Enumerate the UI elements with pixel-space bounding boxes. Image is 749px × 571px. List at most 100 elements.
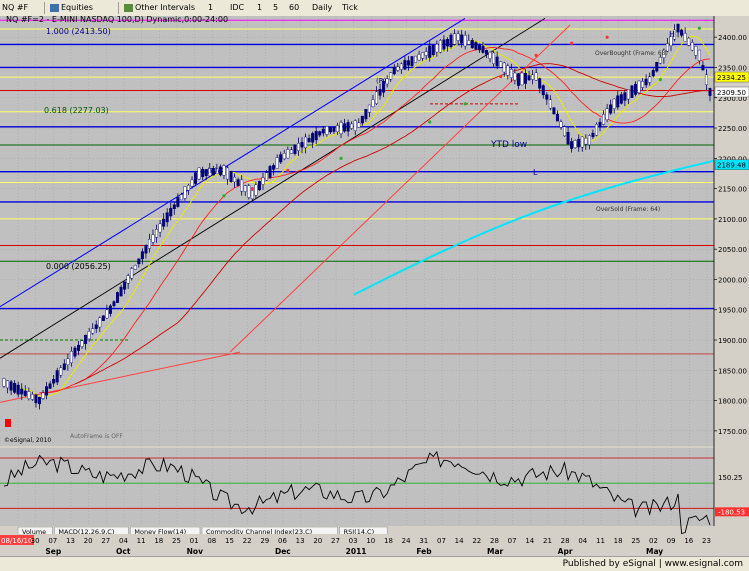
candle-body xyxy=(375,91,379,104)
candle-body xyxy=(346,122,350,132)
candle-body xyxy=(704,74,708,85)
candle-body xyxy=(23,390,27,396)
date-tick-label: 06 xyxy=(278,537,287,545)
candle-body xyxy=(612,98,616,109)
cyan-long-average xyxy=(353,159,715,296)
candle-body xyxy=(559,121,563,128)
interval-button-1-min[interactable]: 1 xyxy=(257,3,263,12)
candle-body xyxy=(222,165,226,176)
candle-body xyxy=(247,185,251,198)
candle-body xyxy=(538,78,542,89)
date-tick-label: 08/16/10 xyxy=(1,537,32,545)
sequential-markers xyxy=(5,26,701,427)
candle-body xyxy=(27,391,31,399)
candle-body xyxy=(300,141,304,148)
candle-body xyxy=(233,176,237,183)
red-marker-box xyxy=(5,419,11,427)
candle-body xyxy=(570,141,574,149)
candle-body xyxy=(108,305,112,314)
candle-body xyxy=(52,378,56,384)
price-tick-label: 2400.00 xyxy=(718,34,747,42)
indicator-tab-label[interactable]: Money Flow(14) xyxy=(134,528,186,536)
candle-body xyxy=(382,81,386,93)
interval-button-5[interactable]: 5 xyxy=(273,3,279,12)
candle-body xyxy=(183,186,187,199)
candle-body xyxy=(169,207,173,217)
indicator-tab-label[interactable]: RSI(14,C) xyxy=(344,528,375,536)
sequential-count-marker xyxy=(534,53,538,57)
candle-body xyxy=(673,29,677,40)
candle-body xyxy=(566,132,570,145)
month-label: 2011 xyxy=(346,547,367,556)
candle-body xyxy=(236,179,240,186)
candle-body xyxy=(197,167,201,180)
candle-body xyxy=(332,126,336,132)
date-tick-label: 09 xyxy=(667,537,676,545)
candle-body xyxy=(304,136,308,149)
symbol-field[interactable]: NQ #F xyxy=(2,3,29,12)
interval-button-tick[interactable]: Tick xyxy=(342,3,358,12)
candle-body xyxy=(339,122,343,134)
date-tick-label: 22 xyxy=(472,537,481,545)
candle-body xyxy=(101,315,105,321)
interval-button-idc[interactable]: IDC xyxy=(230,3,245,12)
other-intervals-dropdown[interactable]: Other Intervals xyxy=(124,0,195,16)
candle-body xyxy=(30,394,34,400)
candle-body xyxy=(616,95,620,108)
candle-body xyxy=(591,132,595,138)
date-tick-label: 16 xyxy=(684,537,693,545)
candle-body xyxy=(176,197,180,207)
date-axis-background xyxy=(0,534,749,556)
cci-axis-label: -180.53 xyxy=(718,508,745,516)
dark-red-moving-average xyxy=(74,63,711,385)
candle-body xyxy=(701,64,705,71)
low-marker-label: L xyxy=(533,168,538,177)
candle-body xyxy=(172,204,176,210)
candle-body xyxy=(328,127,332,133)
sequential-count-marker xyxy=(605,35,609,39)
candle-body xyxy=(541,85,545,96)
candle-body xyxy=(449,34,453,47)
candle-body xyxy=(460,34,464,44)
date-tick-label: 24 xyxy=(402,537,411,545)
candle-body xyxy=(417,54,421,61)
date-tick-label: 03 xyxy=(349,537,358,545)
indicator-tab-label[interactable]: Commodity Channel Index(23,C) xyxy=(206,528,312,536)
candle-body xyxy=(626,88,630,100)
candle-body xyxy=(463,35,467,47)
candle-body xyxy=(524,73,528,84)
sequential-count-marker xyxy=(499,74,503,79)
current-date-box xyxy=(0,535,34,545)
sequential-count-marker xyxy=(570,41,574,45)
interval-button-daily[interactable]: Daily xyxy=(312,3,333,12)
candle-body xyxy=(112,301,116,306)
candle-body xyxy=(520,72,524,86)
sequential-count-marker xyxy=(658,77,662,82)
price-tick-label: 2300.00 xyxy=(718,95,747,103)
candle-body xyxy=(155,229,159,238)
candle-body xyxy=(296,143,300,151)
candle-body xyxy=(435,43,439,53)
interval-button-60[interactable]: 60 xyxy=(289,3,300,12)
candle-body xyxy=(563,126,567,137)
candle-body xyxy=(424,51,428,56)
candle-body xyxy=(676,23,680,33)
oversold-label: OverSold (Frame: 64) xyxy=(596,206,660,213)
price-tick-label: 2250.00 xyxy=(718,125,747,133)
candle-body xyxy=(470,40,474,49)
published-by-label: Published by eSignal | www.esignal.com xyxy=(562,559,743,569)
candle-body xyxy=(20,388,24,395)
candle-body xyxy=(62,363,66,370)
indicator-tab-label[interactable]: MACD(12,26,9,C) xyxy=(58,528,114,536)
equities-dropdown[interactable]: Equities xyxy=(50,0,93,16)
date-tick-label: 08 xyxy=(207,537,216,545)
month-label: Oct xyxy=(116,547,131,556)
lower-channel-line xyxy=(229,24,571,353)
date-tick-label: 14 xyxy=(455,537,464,545)
indicator-tab-label[interactable]: Volume xyxy=(22,528,46,536)
candle-body xyxy=(165,212,169,223)
interval-button-1[interactable]: 1 xyxy=(208,3,214,12)
candle-body xyxy=(6,380,10,389)
candle-body xyxy=(513,72,517,81)
fib-label-100: 1.000 (2413.50) xyxy=(46,27,111,36)
